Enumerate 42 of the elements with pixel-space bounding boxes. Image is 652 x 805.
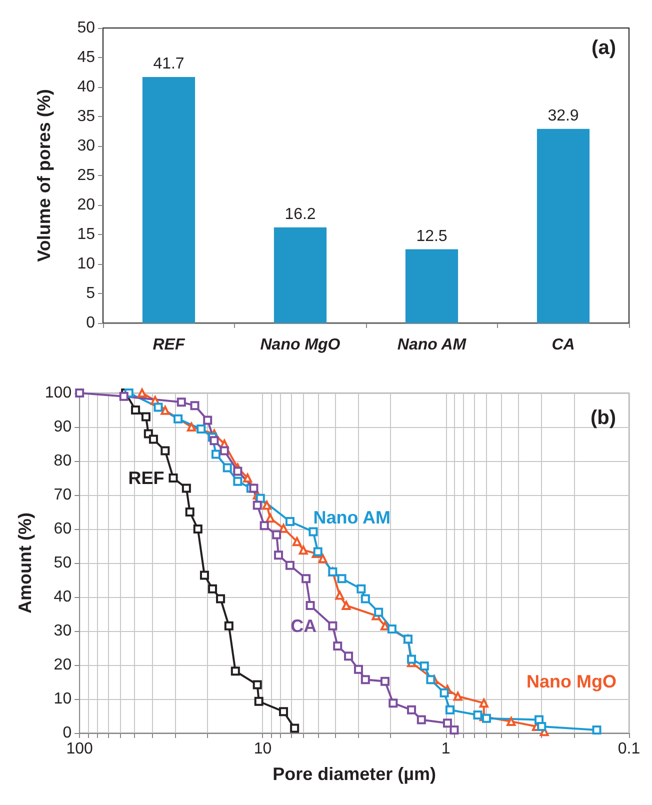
x-tick-label: 1: [441, 740, 450, 758]
y-tick-label: 15: [77, 226, 96, 243]
y-tick-label: 0: [62, 724, 72, 742]
y-tick-label: 60: [54, 520, 72, 538]
data-label: 16.2: [284, 206, 316, 223]
y-tick-label: 90: [54, 418, 72, 436]
y-tick-label: 20: [77, 196, 96, 214]
y-tick-label: 40: [54, 588, 72, 606]
y-axis-title: Volume of pores (%): [34, 89, 54, 262]
y-tick-label: 50: [54, 554, 72, 572]
annotation: (a): [592, 37, 616, 59]
x-tick-label: REF: [152, 336, 186, 354]
data-label: 32.9: [548, 107, 579, 124]
y-tick-label: 30: [54, 622, 72, 640]
y-tick-label: 40: [77, 78, 96, 96]
y-tick-label: 35: [77, 108, 96, 125]
y-tick-label: 70: [54, 486, 72, 504]
x-tick-label: 10: [254, 740, 272, 758]
x-tick-label: CA: [552, 336, 575, 354]
series-label: REF: [128, 468, 164, 488]
y-tick-label: 50: [77, 20, 96, 36]
y-tick-label: 10: [54, 690, 72, 708]
series-label: Nano MgO: [526, 672, 616, 692]
data-label: 41.7: [153, 55, 184, 72]
y-tick-label: 100: [44, 384, 72, 402]
y-tick-label: 80: [54, 452, 72, 470]
data-label: 12.5: [416, 228, 448, 245]
x-tick-label: Nano MgO: [260, 336, 341, 354]
y-tick-label: 25: [77, 167, 96, 184]
y-tick-label: 0: [86, 314, 96, 332]
x-axis-title: Pore diameter (µm): [272, 764, 436, 784]
y-tick-label: 5: [86, 285, 96, 302]
y-tick-label: 45: [77, 49, 96, 66]
y-tick-label: 10: [77, 256, 96, 272]
x-tick-label: 0.1: [618, 740, 640, 758]
y-axis-title: Amount (%): [15, 512, 35, 614]
series-label: CA: [290, 616, 317, 636]
series-label: Nano AM: [313, 508, 391, 528]
annotation: (b): [590, 407, 616, 429]
y-tick-label: 30: [77, 138, 96, 154]
x-tick-label: Nano AM: [397, 336, 467, 354]
y-tick-label: 20: [54, 656, 72, 674]
